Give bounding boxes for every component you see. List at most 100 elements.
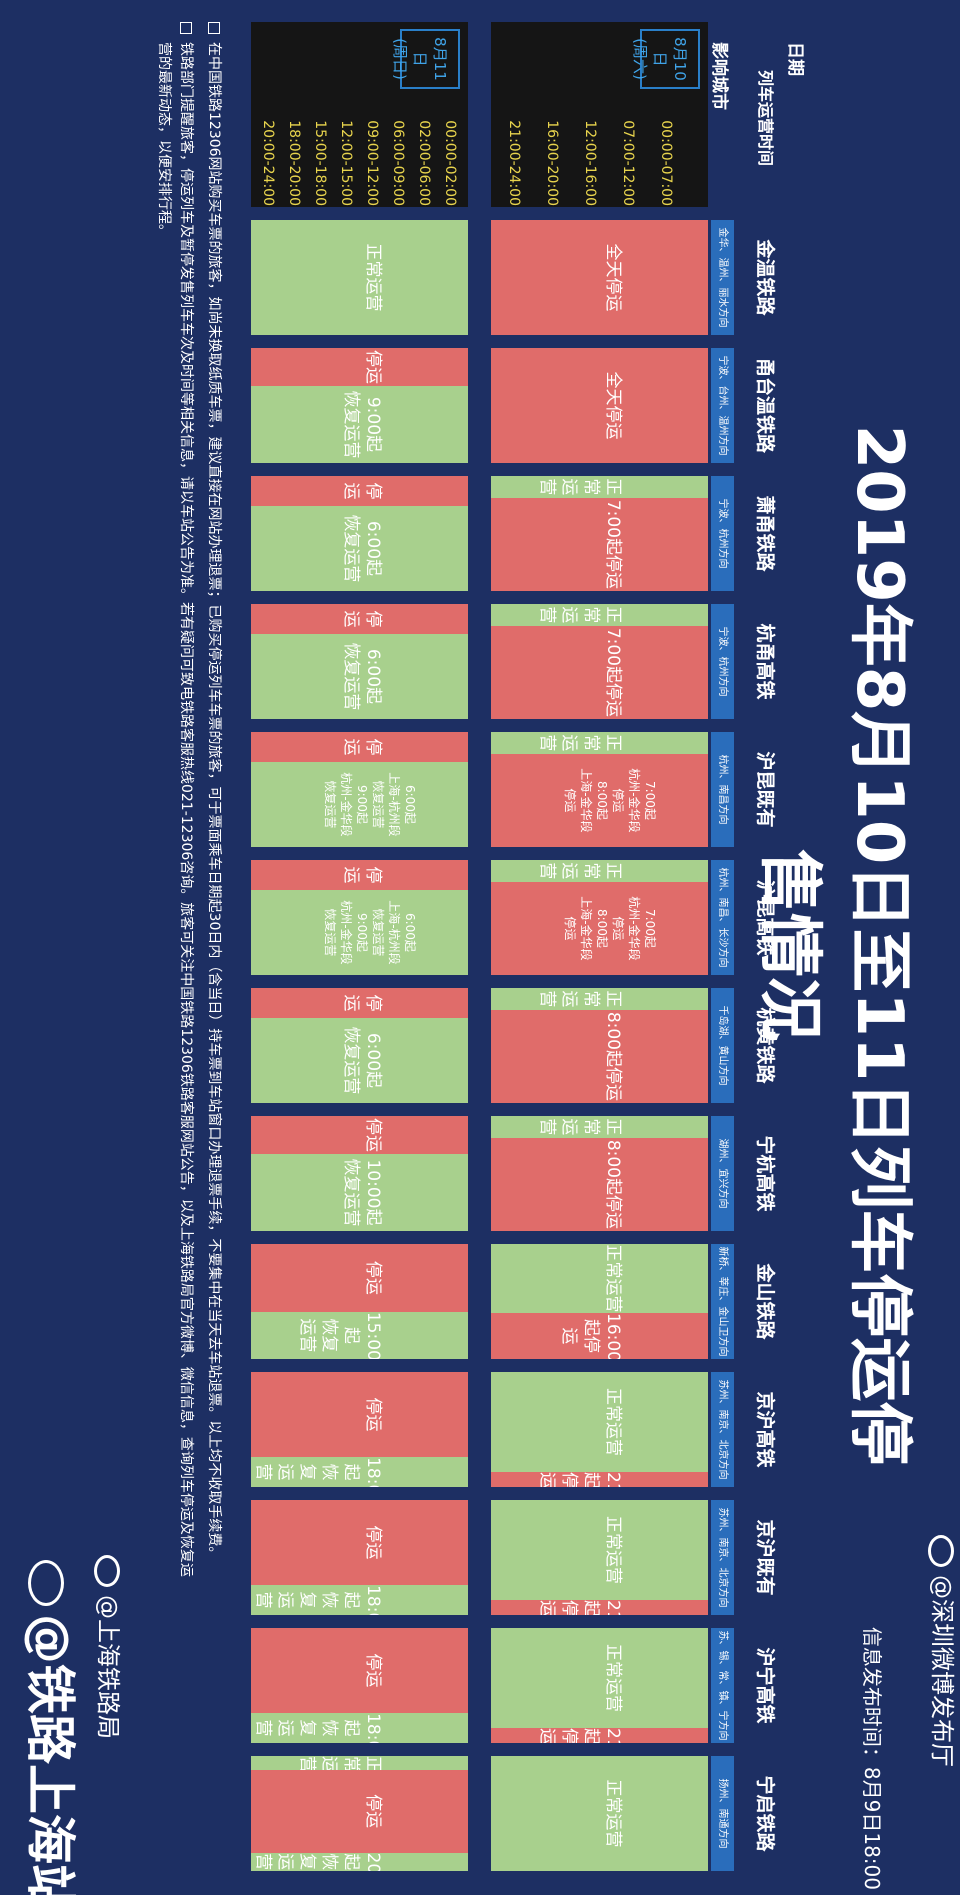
status-suspended: 7:00起 杭州-金华段 停运 8:00起 上海-金华段 停运 (491, 753, 708, 847)
line-name: 沪宁高铁 (754, 1647, 776, 1724)
status-cell-aug11: 停运 6:00起 恢复运营 (251, 604, 468, 719)
status-label: 停运 (363, 1653, 383, 1688)
status-label: 停运 (341, 738, 383, 756)
status-cell-aug10: 正常运营 7:00起 杭州-金华段 停运 8:00起 上海-金华段 停运 (491, 732, 708, 847)
status-normal: 正常运营 (491, 860, 708, 882)
handle-big: @铁路上海站 (20, 1560, 80, 1895)
status-normal: 正常运营 (251, 220, 468, 335)
status-label: 7:00起 杭州-金华段 停运 8:00起 上海-金华段 停运 (563, 896, 657, 961)
status-cell-aug10: 正常运营 21:00起停运 (491, 1372, 708, 1487)
status-normal: 正常运营 (491, 1628, 708, 1729)
status-label: 停运 (363, 1260, 383, 1295)
status-suspended: 7:00起 杭州-金华段 停运 8:00起 上海-金华段 停运 (491, 881, 708, 975)
status-label: 停运 (363, 349, 383, 384)
status-normal: 10:00起 恢复运营 (251, 1153, 468, 1231)
time-slot: 15:00-18:00 (312, 120, 328, 206)
status-cell-aug10: 全天停运 (491, 348, 708, 463)
status-cell-aug11: 停运 10:00起 恢复运营 (251, 1116, 468, 1231)
status-label: 8:00起停运 (603, 1011, 623, 1101)
line-cities: 宁波、杭州方向 (711, 476, 734, 591)
line-cities: 苏州、南京、北京方向 (711, 1372, 734, 1487)
status-label: 正常运营 (297, 1756, 383, 1773)
line-cities: 宁波、杭州方向 (711, 604, 734, 719)
status-normal: 正常运营 (491, 988, 708, 1010)
weibo-icon (28, 1560, 65, 1606)
status-suspended: 停运 (251, 860, 468, 890)
status-cell-aug10: 正常运营 (491, 1756, 708, 1871)
notes: 在中国铁路12306网站购买车票的旅客，如尚未换取纸质车票，建议直接在网站办理退… (147, 22, 225, 1582)
status-label: 停运 (363, 1794, 383, 1829)
line-name: 甬台温铁路 (754, 357, 776, 453)
status-label: 16:00起停运 (559, 1313, 623, 1359)
line-name: 沪昆既有 (754, 751, 776, 828)
status-cell-aug10: 正常运营 7:00起停运 (491, 604, 708, 719)
line-cities: 千岛湖、黄山方向 (711, 988, 734, 1103)
status-suspended: 停运 (251, 1116, 468, 1154)
status-label: 停运 (363, 1525, 383, 1560)
time-slot: 12:00-16:00 (582, 120, 598, 206)
line-name: 京沪高铁 (754, 1391, 776, 1468)
time-slot: 00:00-02:00 (442, 120, 458, 206)
status-suspended: 全天停运 (491, 348, 708, 463)
status-label: 正常运营 (603, 1779, 623, 1848)
note-item: 铁路部门提醒旅客，停运列车及暂停发售列车车次及时间等相关信息，请以车站公告为准。… (153, 22, 197, 1582)
status-cell-aug11: 停运 18:00起 恢复运营 (251, 1372, 468, 1487)
status-label: 6:00起 恢复运营 (341, 642, 383, 711)
header-date: 日期 (785, 42, 805, 76)
status-suspended: 停运 (251, 1769, 468, 1853)
status-cell-aug11: 停运 9:00起 恢复运营 (251, 348, 468, 463)
day-panel-aug10: 8月10日 (周六) 00:00-07:00 07:00-12:00 12:00… (491, 22, 708, 207)
status-label: 停运 (363, 1397, 383, 1432)
status-normal: 6:00起 恢复运营 (251, 633, 468, 719)
status-label: 全天停运 (603, 371, 623, 440)
time-slot: 06:00-09:00 (390, 120, 406, 206)
line-cities: 湖州、宜兴方向 (711, 1116, 734, 1231)
status-label: 正常运营 (363, 243, 383, 312)
status-label: 停运 (341, 994, 383, 1012)
status-label: 6:00起 上海-杭州段 恢复运营 9:00起 杭州-金华段 恢复运营 (323, 900, 417, 965)
status-label: 正常运营 (537, 1118, 623, 1136)
status-label: 正常运营 (603, 1516, 623, 1585)
status-suspended: 停运 (251, 476, 468, 506)
time-slot: 00:00-07:00 (658, 120, 674, 206)
line-cities: 新桥、莘庄、金山卫方向 (711, 1244, 734, 1359)
status-normal: 6:00起 上海-杭州段 恢复运营 9:00起 杭州-金华段 恢复运营 (251, 761, 468, 847)
time-slot: 09:00-12:00 (364, 120, 380, 206)
status-suspended: 21:00起停运 (491, 1472, 708, 1487)
status-normal: 18:00起 恢复运营 (251, 1585, 468, 1615)
time-slot: 18:00-20:00 (286, 120, 302, 206)
weibo-icon (928, 1535, 954, 1567)
status-normal: 6:00起 恢复运营 (251, 1017, 468, 1103)
status-cell-aug10: 全天停运 (491, 220, 708, 335)
line-name: 金山铁路 (754, 1263, 776, 1340)
status-normal: 正常运营 (491, 1500, 708, 1601)
status-label: 18:00起 恢复运营 (253, 1713, 383, 1743)
status-cell-aug10: 正常运营 21:00起停运 (491, 1628, 708, 1743)
status-label: 6:00起 恢复运营 (341, 514, 383, 583)
status-label: 21:00起停运 (537, 1600, 623, 1615)
status-suspended: 21:00起停运 (491, 1728, 708, 1743)
status-normal: 正常运营 (491, 1372, 708, 1473)
status-cell-aug10: 正常运营 7:00起 杭州-金华段 停运 8:00起 上海-金华段 停运 (491, 860, 708, 975)
status-cell-aug11: 停运 6:00起 恢复运营 (251, 988, 468, 1103)
day-panel-aug11: 8月11日 (周日) 00:00-02:00 02:00-06:00 06:00… (251, 22, 468, 207)
status-suspended: 停运 (251, 1628, 468, 1714)
status-label: 9:00起 恢复运营 (341, 390, 383, 459)
header-time: 列车运营时间 (756, 70, 775, 167)
status-label: 7:00起停运 (603, 499, 623, 589)
status-suspended: 7:00起停运 (491, 497, 708, 591)
status-suspended: 全天停运 (491, 220, 708, 335)
time-slot: 12:00-15:00 (338, 120, 354, 206)
status-normal: 正常运营 (491, 732, 708, 754)
header-city: 影响城市 (709, 42, 729, 110)
status-label: 7:00起停运 (603, 627, 623, 717)
status-label: 正常运营 (603, 1388, 623, 1457)
status-label: 15:00起 恢复运营 (297, 1311, 383, 1359)
line-cities: 宁波、台州、温州方向 (711, 348, 734, 463)
status-suspended: 停运 (251, 1372, 468, 1458)
status-label: 正常运营 (603, 1644, 623, 1713)
status-cell-aug11: 停运 18:00起 恢复运营 (251, 1500, 468, 1615)
status-label: 7:00起 杭州-金华段 停运 8:00起 上海-金华段 停运 (563, 768, 657, 833)
status-suspended: 停运 (251, 1244, 468, 1312)
